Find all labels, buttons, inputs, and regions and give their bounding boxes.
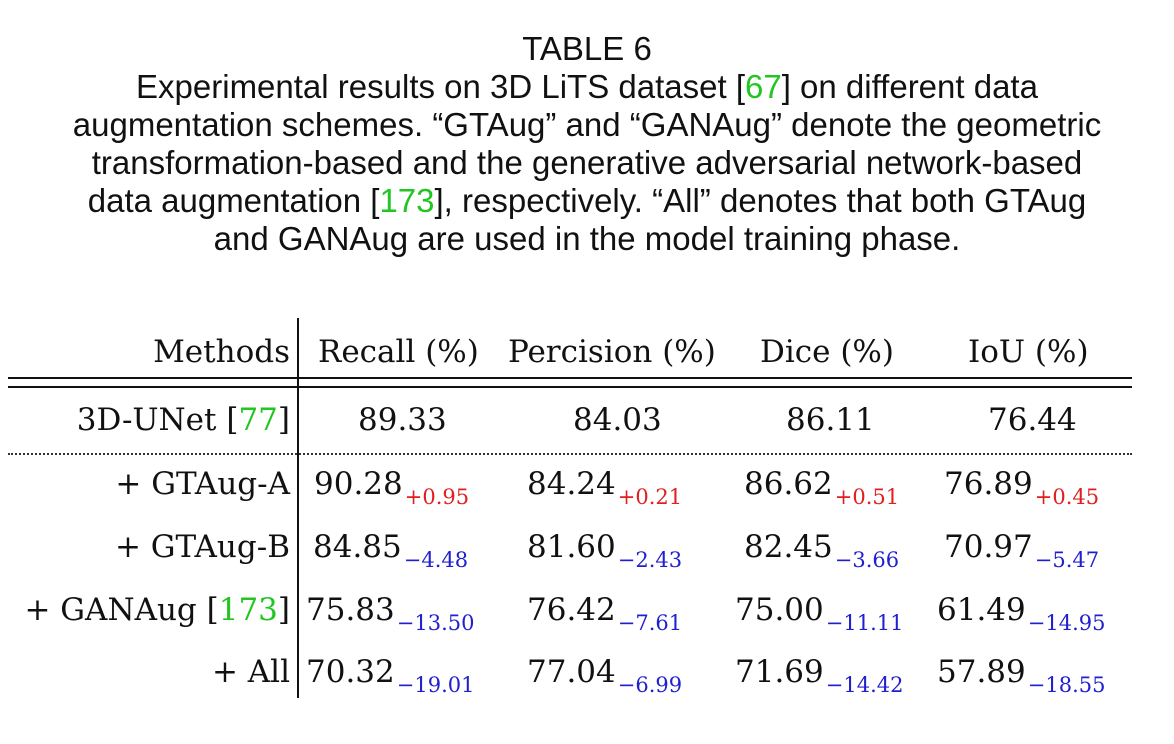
citation-link[interactable]: 67 [744, 68, 782, 105]
metric-delta: −14.95 [1027, 611, 1106, 635]
metric-delta: −7.61 [617, 611, 683, 635]
baseline-method: 3D-UNet [77] [76, 402, 290, 438]
header-dice: Dice (%) [760, 334, 894, 370]
gtaug-a-iou-cell: 76.89+0.45 [944, 464, 1100, 509]
metric-delta: −18.55 [1027, 673, 1106, 697]
header-rule-top [8, 377, 1132, 379]
metric-value: 82.45 [744, 529, 833, 565]
gtaug-a-recall-cell: 90.28+0.95 [314, 464, 470, 509]
all-iou-cell: 57.89−18.55 [937, 652, 1106, 697]
citation-link[interactable]: 77 [238, 402, 278, 438]
metric-delta: +0.95 [404, 485, 470, 509]
caption-line-3: transformation-based and the generative … [91, 144, 1083, 181]
table-caption: TABLE 6 Experimental results on 3D LiTS … [0, 30, 1174, 258]
caption-line-5: and GANAug are used in the model trainin… [213, 220, 961, 257]
metric-delta: −14.42 [825, 673, 904, 697]
metric-delta: −11.11 [825, 611, 904, 635]
metric-value: 70.32 [306, 654, 395, 690]
header-methods: Methods [153, 334, 290, 370]
table-label: TABLE 6 [522, 30, 652, 67]
caption-line-2: augmentation schemes. “GTAug” and “GANAu… [72, 106, 1102, 143]
column-divider [297, 318, 299, 698]
metric-value: 86.62 [744, 466, 833, 502]
baseline-iou: 76.44 [988, 402, 1077, 438]
ganaug-dice-cell: 75.00−11.11 [735, 590, 904, 635]
metric-value: 76.89 [944, 466, 1033, 502]
all-dice-cell: 71.69−14.42 [735, 652, 904, 697]
metric-delta: +0.51 [834, 485, 900, 509]
metric-delta: −19.01 [396, 673, 475, 697]
method-ganaug: + GANAug [173] [24, 592, 290, 628]
ganaug-recall-cell: 75.83−13.50 [306, 590, 475, 635]
caption-line-4: data augmentation [173], respectively. “… [87, 182, 1087, 219]
method-gtaug-a: + GTAug-A [115, 466, 290, 502]
all-precision-cell: 77.04−6.99 [527, 652, 683, 697]
method-all: + All [211, 654, 290, 690]
row-separator [8, 453, 1132, 455]
header-iou: IoU (%) [968, 334, 1089, 370]
metric-value: 75.83 [306, 592, 395, 628]
metric-value: 70.97 [944, 529, 1033, 565]
gtaug-a-precision-cell: 84.24+0.21 [527, 464, 683, 509]
ganaug-iou-cell: 61.49−14.95 [937, 590, 1106, 635]
metric-value: 84.24 [527, 466, 616, 502]
metric-value: 71.69 [735, 654, 824, 690]
header-precision: Percision (%) [508, 334, 716, 370]
baseline-dice: 86.11 [786, 402, 875, 438]
baseline-recall: 89.33 [358, 402, 447, 438]
all-recall-cell: 70.32−19.01 [306, 652, 475, 697]
header-rule-bottom [8, 386, 1132, 388]
metric-value: 57.89 [937, 654, 1026, 690]
metric-delta: −4.48 [403, 548, 469, 572]
caption-line-1: Experimental results on 3D LiTS dataset … [136, 68, 1038, 105]
metric-delta: −5.47 [1034, 548, 1100, 572]
results-table: Methods Recall (%) Percision (%) Dice (%… [0, 312, 1174, 712]
metric-value: 75.00 [735, 592, 824, 628]
metric-value: 77.04 [527, 654, 616, 690]
metric-delta: −3.66 [834, 548, 900, 572]
gtaug-a-dice-cell: 86.62+0.51 [744, 464, 900, 509]
metric-delta: −2.43 [617, 548, 683, 572]
metric-value: 90.28 [314, 466, 403, 502]
ganaug-precision-cell: 76.42−7.61 [527, 590, 683, 635]
gtaug-b-iou-cell: 70.97−5.47 [944, 527, 1100, 572]
metric-delta: +0.21 [617, 485, 683, 509]
metric-value: 61.49 [937, 592, 1026, 628]
gtaug-b-precision-cell: 81.60−2.43 [527, 527, 683, 572]
citation-link[interactable]: 173 [218, 592, 278, 628]
metric-delta: −6.99 [617, 673, 683, 697]
metric-value: 84.85 [313, 529, 402, 565]
header-recall: Recall (%) [318, 334, 479, 370]
method-gtaug-b: + GTAug-B [114, 529, 290, 565]
citation-link[interactable]: 173 [379, 182, 435, 219]
metric-delta: +0.45 [1034, 485, 1100, 509]
metric-delta: −13.50 [396, 611, 475, 635]
gtaug-b-recall-cell: 84.85−4.48 [313, 527, 469, 572]
metric-value: 76.42 [527, 592, 616, 628]
baseline-precision: 84.03 [573, 402, 662, 438]
metric-value: 81.60 [527, 529, 616, 565]
gtaug-b-dice-cell: 82.45−3.66 [744, 527, 900, 572]
